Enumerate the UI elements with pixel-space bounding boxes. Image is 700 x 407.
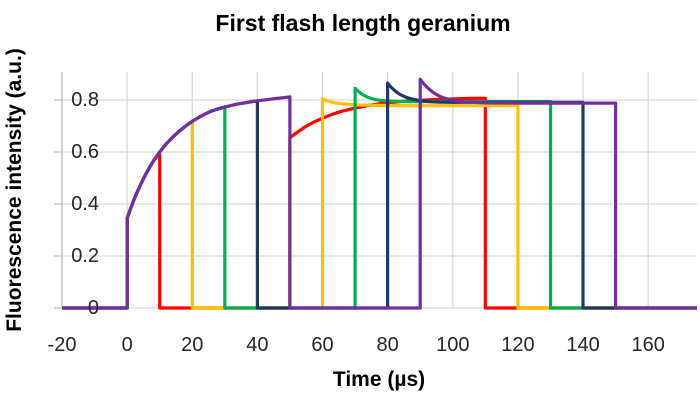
series-line-first-flash-30us (62, 86, 697, 310)
y-tick-label: 0.6 (71, 141, 99, 163)
x-tick-label: 20 (181, 334, 204, 356)
series-line-first-flash-10us (62, 96, 697, 310)
y-tick-label: 0.2 (71, 245, 99, 267)
x-tick-label: 120 (501, 334, 535, 356)
x-tick-label: 40 (246, 334, 269, 356)
x-tick-label: 100 (436, 334, 470, 356)
series-line-first-flash-50us (62, 77, 697, 310)
x-axis-title: Time (µs) (332, 368, 426, 391)
x-tick-label: 160 (631, 334, 665, 356)
y-tick-label: 0.4 (71, 193, 99, 215)
x-tick-label: 80 (376, 334, 399, 356)
x-tick-label: 0 (121, 334, 133, 356)
series-line-first-flash-40us (62, 81, 697, 310)
x-tick-label: -20 (47, 334, 77, 356)
chart-title: First flash length geranium (215, 10, 511, 36)
y-tick-label: 0 (87, 297, 99, 319)
y-tick-label: 0.8 (71, 89, 99, 111)
series-line-first-flash-20us (62, 97, 697, 310)
x-tick-label: 60 (311, 334, 334, 356)
x-tick-label: 140 (566, 334, 600, 356)
